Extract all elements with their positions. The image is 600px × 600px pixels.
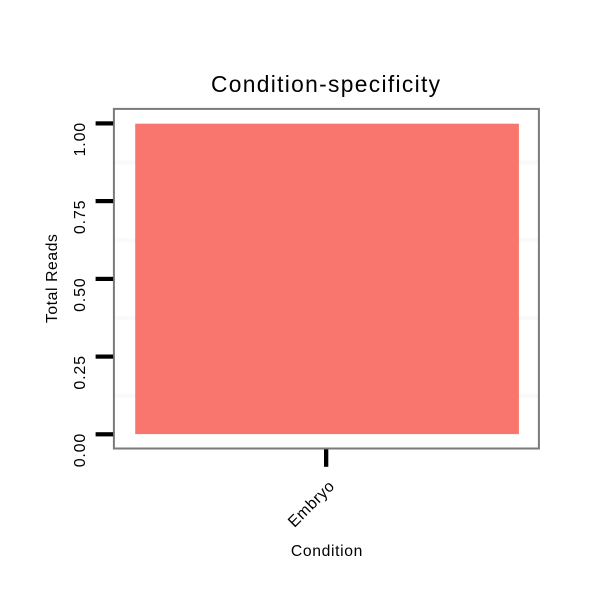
- svg-text:1.00: 1.00: [72, 123, 89, 157]
- svg-text:Condition-specificity: Condition-specificity: [211, 71, 441, 97]
- svg-text:Total Reads: Total Reads: [44, 234, 61, 323]
- svg-text:Condition: Condition: [291, 543, 363, 560]
- svg-text:0.25: 0.25: [72, 356, 89, 390]
- svg-text:0.50: 0.50: [72, 278, 89, 312]
- svg-text:0.00: 0.00: [72, 434, 89, 468]
- svg-text:0.75: 0.75: [72, 200, 89, 234]
